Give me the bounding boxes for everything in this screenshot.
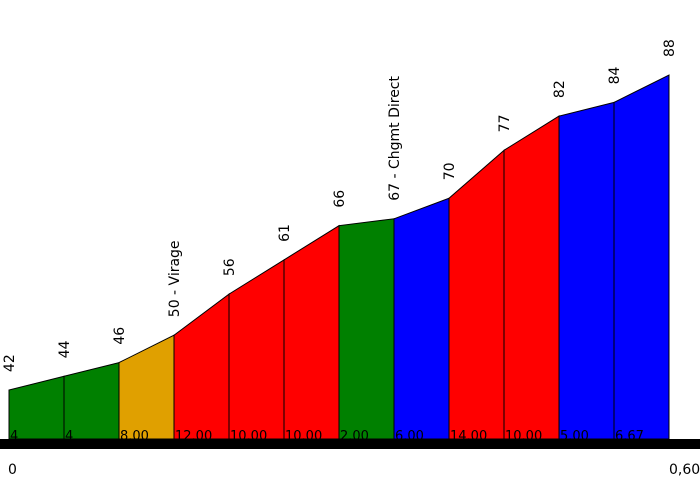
x-tick-label-start: 0 (8, 462, 17, 478)
altitude-label-2: 44 (57, 340, 73, 358)
altitude-label-7: 66 (332, 190, 348, 208)
grade-label-10: 10.00 (505, 429, 542, 444)
x-tick-label-end: 0,60 (669, 462, 700, 478)
altitude-label-13: 88 (662, 39, 678, 57)
grade-label-11: 5.00 (560, 429, 589, 444)
altitude-labels: 42 44 46 50 - Virage 56 61 66 67 - Chgmt Direct… (2, 39, 678, 372)
profile-segment-11 (558, 101, 615, 440)
altitude-label-3: 46 (112, 327, 128, 345)
altitude-label-9: 70 (442, 162, 458, 180)
profile-segment-3 (118, 334, 175, 440)
grade-label-8: 6.00 (395, 429, 424, 444)
grade-label-2: 4 (65, 429, 73, 444)
altitude-label-6: 61 (277, 224, 293, 242)
grade-label-9: 14.00 (450, 429, 487, 444)
altitude-label-10: 77 (497, 114, 513, 132)
grade-label-5: 10.00 (230, 429, 267, 444)
profile-segment-12 (613, 74, 670, 440)
profile-segment-7 (338, 218, 395, 440)
x-axis-baseline (0, 439, 700, 449)
profile-segment-8 (393, 197, 450, 440)
profile-segment-10 (503, 115, 560, 440)
altitude-label-4: 50 - Virage (167, 240, 183, 317)
grade-label-4: 12.00 (175, 429, 212, 444)
grade-labels: 4 4 8.00 12.00 10.00 10.00 2.00 6.00 14.00 10.00 5… (10, 429, 644, 444)
altitude-label-5: 56 (222, 258, 238, 276)
profile-segment-9 (448, 149, 505, 440)
altitude-label-1: 42 (2, 354, 18, 372)
grade-label-6: 10.00 (285, 429, 322, 444)
altitude-label-11: 82 (552, 80, 568, 98)
grade-label-1: 4 (10, 429, 18, 444)
grade-label-3: 8.00 (120, 429, 149, 444)
grade-label-12: 6.67 (615, 429, 644, 444)
grade-label-7: 2.00 (340, 429, 369, 444)
profile-segment-2 (63, 361, 120, 440)
altitude-label-12: 84 (607, 66, 623, 84)
profile-segment-5 (228, 258, 285, 440)
profile-segments (8, 74, 670, 440)
altitude-label-8: 67 - Chgmt Direct (387, 75, 403, 200)
profile-segment-6 (283, 224, 340, 440)
